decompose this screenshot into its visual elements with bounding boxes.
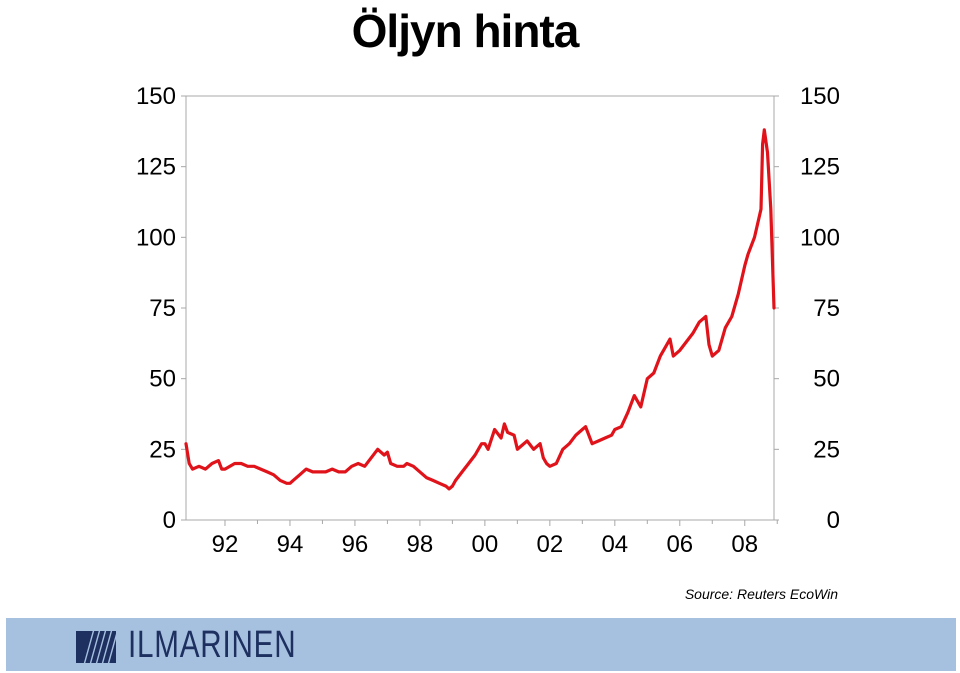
x-tick-label: 94	[277, 531, 304, 558]
chart-title: Öljyn hinta	[351, 5, 580, 57]
left-y-axis: 0 25 50 75 100 125 150	[136, 83, 186, 534]
x-tick-label: 08	[731, 531, 758, 558]
y-tick-label-right: 50	[813, 366, 840, 393]
y-tick-label-left: 50	[149, 366, 176, 393]
y-tick-label-left: 150	[136, 83, 176, 110]
y-tick-label-left: 100	[136, 224, 176, 251]
source-note: Source: Reuters EcoWin	[684, 586, 838, 602]
oil-price-line	[184, 128, 776, 491]
ilmarinen-logo-text: ILMARINEN	[128, 624, 297, 666]
y-tick-label-right: 75	[813, 295, 840, 322]
ilmarinen-logo-icon	[76, 631, 116, 663]
y-tick-label-left: 25	[149, 436, 176, 463]
y-tick-label-right: 25	[813, 436, 840, 463]
y-tick-label-left: 75	[149, 295, 176, 322]
x-tick-label: 06	[666, 531, 693, 558]
y-tick-label-right: 125	[800, 154, 840, 181]
plot-area-frame	[185, 95, 775, 521]
y-tick-label-right: 100	[800, 224, 840, 251]
y-tick-label-right: 0	[827, 507, 840, 534]
y-tick-label-left: 125	[136, 154, 176, 181]
x-axis: 92 94 96 98 00 02 04 06 08	[212, 520, 778, 558]
y-tick-label-left: 0	[163, 507, 176, 534]
x-tick-label: 00	[472, 531, 499, 558]
x-tick-label: 96	[342, 531, 369, 558]
footer-bar: ILMARINEN	[6, 618, 956, 671]
x-tick-label: 98	[407, 531, 434, 558]
x-tick-label: 92	[212, 531, 239, 558]
right-y-axis: 0 25 50 75 100 125 150	[774, 83, 840, 534]
x-tick-label: 02	[536, 531, 563, 558]
y-tick-label-right: 150	[800, 83, 840, 110]
x-tick-label: 04	[601, 531, 628, 558]
